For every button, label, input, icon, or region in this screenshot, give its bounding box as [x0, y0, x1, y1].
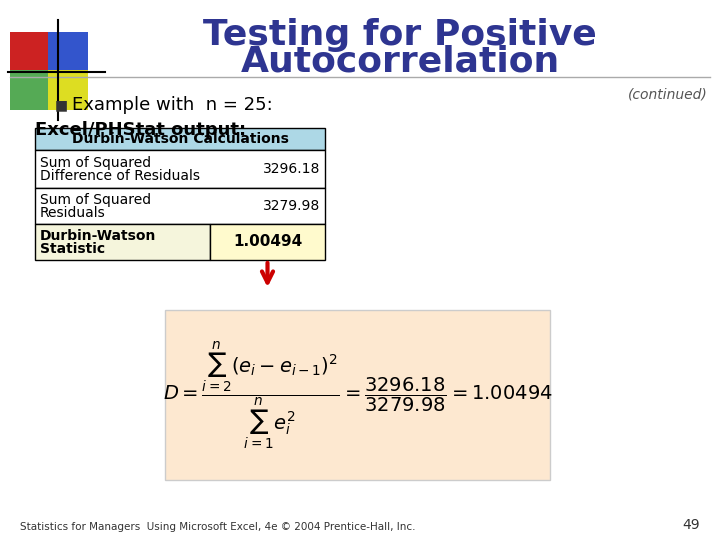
FancyBboxPatch shape — [210, 224, 325, 260]
Text: 1.00494: 1.00494 — [233, 234, 302, 249]
Text: 3296.18: 3296.18 — [263, 162, 320, 176]
Text: Durbin-Watson: Durbin-Watson — [40, 229, 156, 243]
FancyBboxPatch shape — [48, 70, 88, 110]
Text: 3279.98: 3279.98 — [263, 199, 320, 213]
Text: Statistic: Statistic — [40, 242, 105, 256]
Text: Excel/PHStat output:: Excel/PHStat output: — [35, 121, 246, 139]
FancyBboxPatch shape — [48, 32, 88, 72]
FancyBboxPatch shape — [10, 70, 50, 110]
Text: Sum of Squared: Sum of Squared — [40, 156, 151, 170]
FancyBboxPatch shape — [10, 32, 50, 72]
FancyBboxPatch shape — [35, 188, 325, 224]
FancyBboxPatch shape — [35, 150, 325, 188]
Text: 49: 49 — [683, 518, 700, 532]
Text: ■: ■ — [55, 98, 68, 112]
Text: Statistics for Managers  Using Microsoft Excel, 4e © 2004 Prentice-Hall, Inc.: Statistics for Managers Using Microsoft … — [20, 522, 415, 532]
Text: Difference of Residuals: Difference of Residuals — [40, 169, 200, 183]
FancyBboxPatch shape — [165, 310, 550, 480]
FancyBboxPatch shape — [35, 224, 210, 260]
Text: Sum of Squared: Sum of Squared — [40, 193, 151, 207]
Text: $D = \dfrac{\sum_{i=2}^{n}(e_i - e_{i-1})^2}{\sum_{i=1}^{n}e_i^2}= \dfrac{3296.1: $D = \dfrac{\sum_{i=2}^{n}(e_i - e_{i-1}… — [163, 339, 552, 451]
Text: Example with  n = 25:: Example with n = 25: — [72, 96, 273, 114]
Text: Testing for Positive: Testing for Positive — [203, 18, 597, 52]
Text: (continued): (continued) — [629, 87, 708, 101]
Text: Durbin-Watson Calculations: Durbin-Watson Calculations — [71, 132, 289, 146]
Text: Autocorrelation: Autocorrelation — [240, 45, 559, 79]
Text: Residuals: Residuals — [40, 206, 106, 220]
FancyBboxPatch shape — [35, 128, 325, 150]
